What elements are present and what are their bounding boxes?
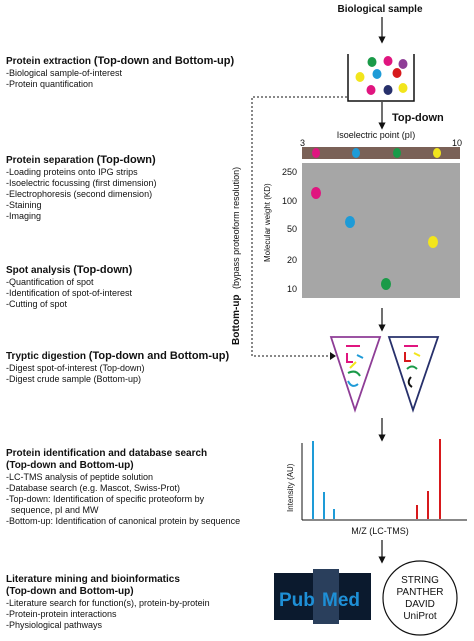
database-name: UniProt xyxy=(403,611,437,622)
gel-spot xyxy=(428,236,438,248)
peptide-fragment xyxy=(349,361,357,369)
gel-spot xyxy=(311,187,321,199)
database-name: DAVID xyxy=(405,599,435,610)
gel-spot xyxy=(345,216,355,228)
list-item: -Database search (e.g. Mascot, Swiss-Pro… xyxy=(6,483,181,493)
protein-dot xyxy=(398,59,408,69)
section-tryptic-digestion: Tryptic digestion (Top-down and Bottom-u… xyxy=(6,350,229,385)
peptide-fragment xyxy=(356,354,364,359)
pubmed-pub-text: Pub xyxy=(279,590,315,611)
section-title: Tryptic digestion xyxy=(6,351,87,362)
list-item: -Digest spot-of-interest (Top-down) xyxy=(6,363,145,373)
protein-dot xyxy=(372,69,382,79)
section-scope: (Top-down) xyxy=(73,264,133,276)
list-item: -Bottom-up: Identification of canonical … xyxy=(6,516,241,526)
protein-dot xyxy=(398,83,408,93)
list-item: -Electrophoresis (second dimension) xyxy=(6,189,153,199)
list-item: -Top-down: Identification of specific pr… xyxy=(6,494,205,504)
pubmed-med-text: Med xyxy=(322,590,360,611)
intensity-axis-label: Intensity (AU) xyxy=(286,463,295,512)
section-title: Literature mining and bioinformatics xyxy=(6,574,180,585)
digest-tube-bottom-up xyxy=(387,336,440,413)
list-item: -Protein quantification xyxy=(6,79,94,89)
pi-max-label: 10 xyxy=(452,138,462,148)
list-item: -Biological sample-of-interest xyxy=(6,68,123,78)
protein-dot xyxy=(383,85,393,95)
section-title: Protein separation xyxy=(6,155,94,166)
databases-circle xyxy=(382,560,458,636)
list-item: -Quantification of spot xyxy=(6,277,94,287)
protein-dot xyxy=(392,68,402,78)
list-item: sequence, pI and MW xyxy=(6,505,99,515)
bottom-up-label: Bottom-up (bypass proteoform resolution) xyxy=(231,167,242,345)
section-scope: (Top-down and Bottom-up) xyxy=(6,586,134,597)
section-title: Spot analysis xyxy=(6,265,71,276)
peptide-fragment xyxy=(407,376,413,388)
pubmed-logo-highlight xyxy=(313,569,339,624)
mw-tick: 10 xyxy=(287,284,297,294)
bottom-up-arrowhead xyxy=(330,352,336,360)
strip-spot xyxy=(393,148,401,158)
mw-tick: 20 xyxy=(287,255,297,265)
peptide-fragment xyxy=(404,352,411,362)
database-name: PANTHER xyxy=(396,587,443,598)
top-down-label: Top-down xyxy=(392,112,444,124)
mw-tick: 50 xyxy=(287,224,297,234)
database-name: STRING xyxy=(401,575,439,586)
section-scope: (Top-down and Bottom-up) xyxy=(93,55,235,67)
peptide-fragment xyxy=(347,380,359,387)
bottom-up-path xyxy=(251,96,347,357)
list-item: -Cutting of spot xyxy=(6,299,68,309)
list-item: -Digest crude sample (Bottom-up) xyxy=(6,374,142,384)
gel xyxy=(302,163,460,298)
biological-sample-label: Biological sample xyxy=(337,4,422,15)
list-item: -LC-TMS analysis of peptide solution xyxy=(6,472,154,482)
section-protein-extraction: Protein extraction (Top-down and Bottom-… xyxy=(6,55,234,90)
strip-spot xyxy=(312,148,320,158)
bottom-up-note: (bypass proteoform resolution) xyxy=(231,167,241,289)
digest-tube-top-down xyxy=(329,336,382,413)
bottom-up-title: Bottom-up xyxy=(231,294,242,345)
list-item: -Imaging xyxy=(6,211,42,221)
protein-dot xyxy=(383,56,393,66)
section-scope: (Top-down and Bottom-up) xyxy=(6,460,134,471)
section-title: Protein identification and database sear… xyxy=(6,448,208,459)
mw-axis-label: Molecular weight (KD) xyxy=(263,183,272,262)
sample-protein-dots xyxy=(355,56,408,95)
pi-axis-label: Isoelectric point (pI) xyxy=(337,130,416,140)
mw-tick: 100 xyxy=(282,196,297,206)
protein-dot xyxy=(367,57,377,67)
section-protein-identification: Protein identification and database sear… xyxy=(6,448,240,527)
section-protein-separation: Protein separation (Top-down) -Loading p… xyxy=(6,154,157,222)
peptide-fragment xyxy=(346,353,353,363)
section-spot-analysis: Spot analysis (Top-down) -Quantification… xyxy=(6,264,132,310)
section-scope: (Top-down and Bottom-up) xyxy=(88,350,230,362)
gel-spot xyxy=(381,278,391,290)
mz-axis-label: M/Z (LC-TMS) xyxy=(351,526,409,536)
mw-tick: 250 xyxy=(282,167,297,177)
protein-dot xyxy=(355,72,365,82)
peptide-fragment xyxy=(406,365,418,370)
peptide-fragment xyxy=(413,352,421,357)
list-item: -Protein-protein interactions xyxy=(6,609,117,619)
list-item: -Staining xyxy=(6,200,42,210)
list-item: -Identification of spot-of-interest xyxy=(6,288,133,298)
strip-spot xyxy=(433,148,441,158)
list-item: -Loading proteins onto IPG strips xyxy=(6,167,138,177)
peptide-fragment xyxy=(347,370,361,377)
strip-spot xyxy=(352,148,360,158)
pi-min-label: 3 xyxy=(300,138,305,148)
sample-container xyxy=(347,54,415,102)
section-scope: (Top-down) xyxy=(96,154,156,166)
list-item: -Literature search for function(s), prot… xyxy=(6,598,210,608)
section-literature-mining: Literature mining and bioinformatics (To… xyxy=(6,574,210,631)
list-item: -Isoelectric focussing (first dimension) xyxy=(6,178,157,188)
section-title: Protein extraction xyxy=(6,56,92,67)
ipg-strip xyxy=(302,147,460,159)
protein-dot xyxy=(366,85,376,95)
list-item: -Physiological pathways xyxy=(6,620,103,630)
